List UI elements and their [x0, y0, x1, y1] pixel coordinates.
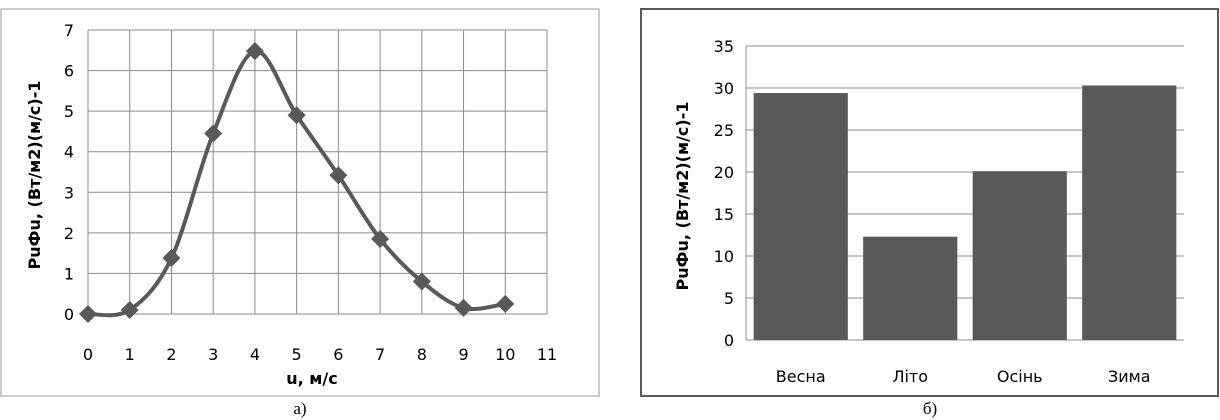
x-tick-label: 3 — [208, 345, 218, 364]
x-tick-label: Весна — [776, 367, 826, 386]
y-tick-label: 25 — [714, 121, 734, 140]
x-tick-label: Літо — [892, 367, 928, 386]
y-tick-label: 5 — [724, 289, 734, 308]
x-axis-title: u, м/с — [286, 369, 337, 388]
x-tick-label: 9 — [458, 345, 468, 364]
x-tick-label: 7 — [375, 345, 385, 364]
x-tick-label: 5 — [292, 345, 302, 364]
y-tick-label: 3 — [64, 183, 74, 202]
y-tick-label: 4 — [64, 143, 74, 162]
x-tick-label: Осінь — [997, 367, 1043, 386]
bar — [1082, 85, 1177, 340]
x-tick-label: 11 — [537, 345, 557, 364]
data-point-marker — [204, 124, 223, 143]
y-tick-label: 0 — [64, 305, 74, 324]
line-chart-panel: 0 1 2 3 4 5 6 7 0 1 2 3 4 5 6 7 8 9 10 11 u, м/с РuФu, (Вт… — [0, 8, 600, 397]
y-tick-label: 35 — [714, 37, 734, 56]
data-point-marker — [329, 166, 348, 185]
x-tick-label: 10 — [495, 345, 515, 364]
bar — [863, 236, 958, 340]
x-tick-label: 6 — [333, 345, 343, 364]
bar — [972, 171, 1067, 340]
x-tick-label: 8 — [417, 345, 427, 364]
data-point-marker — [371, 229, 390, 248]
y-tick-label: 7 — [64, 21, 74, 40]
y-tick-label: 6 — [64, 62, 74, 81]
data-point-marker — [245, 42, 264, 61]
bar — [753, 93, 848, 340]
line-chart-frame — [0, 8, 600, 397]
data-point-marker — [79, 305, 97, 323]
y-tick-label: 5 — [64, 102, 74, 121]
data-point-marker — [454, 298, 473, 317]
data-point-marker — [120, 300, 139, 319]
x-tick-label: 0 — [83, 345, 93, 364]
y-tick-label: 20 — [714, 163, 734, 182]
x-tick-label: 1 — [125, 345, 135, 364]
panel-b-label: б) — [923, 399, 937, 418]
y-tick-label: 2 — [64, 224, 74, 243]
panel-a-label: а) — [293, 399, 306, 418]
data-point-marker — [496, 294, 515, 313]
data-point-marker — [287, 106, 306, 125]
data-point-marker — [412, 272, 431, 291]
y-tick-label: 0 — [724, 331, 734, 350]
bar-chart-panel: 0 5 10 15 20 25 30 35 Весна Літо Осінь Зима РuФu, … — [640, 8, 1219, 397]
y-tick-label: 10 — [714, 247, 734, 266]
x-tick-label: 2 — [166, 345, 176, 364]
y-axis-title: РuФu, (Вт/м2)(м/с)-1 — [25, 81, 44, 270]
y-tick-label: 30 — [714, 79, 734, 98]
x-tick-label: 4 — [250, 345, 260, 364]
y-axis-title: РuФu, (Вт/м2)(м/с)-1 — [673, 102, 692, 291]
y-tick-label: 1 — [64, 264, 74, 283]
data-point-marker — [162, 249, 181, 268]
y-tick-label: 15 — [714, 205, 734, 224]
x-tick-label: Зима — [1108, 367, 1151, 386]
